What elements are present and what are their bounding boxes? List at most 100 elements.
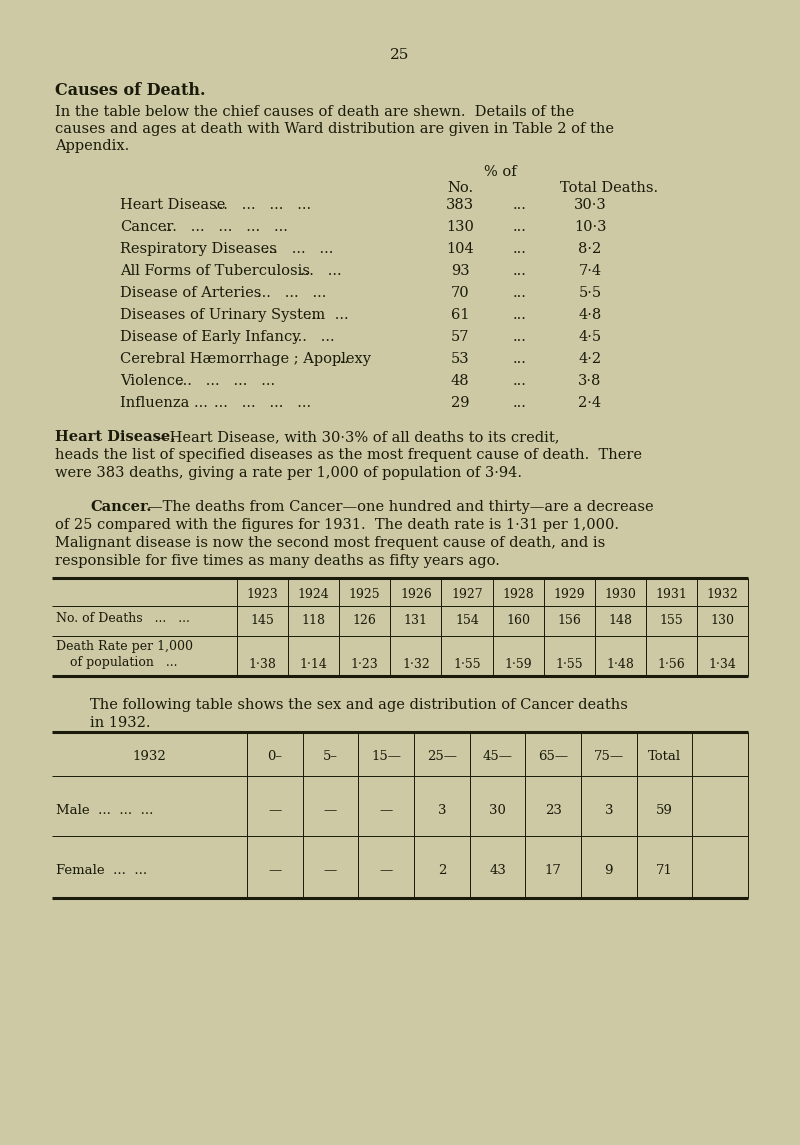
Text: 53: 53 — [450, 352, 470, 366]
Text: —: — — [379, 864, 393, 877]
Text: 23: 23 — [545, 804, 562, 818]
Text: —: — — [379, 804, 393, 818]
Text: 1929: 1929 — [554, 589, 585, 601]
Text: 1·34: 1·34 — [709, 658, 736, 671]
Text: ...   ...: ... ... — [300, 264, 342, 278]
Text: 25: 25 — [390, 48, 410, 62]
Text: 1930: 1930 — [604, 589, 636, 601]
Text: 4·8: 4·8 — [578, 308, 602, 322]
Text: 93: 93 — [450, 264, 470, 278]
Text: 10·3: 10·3 — [574, 220, 606, 234]
Text: ...: ... — [513, 220, 527, 234]
Text: 43: 43 — [489, 864, 506, 877]
Text: ...   ...   ...: ... ... ... — [257, 286, 326, 300]
Text: 5–: 5– — [323, 750, 338, 763]
Text: In the table below the chief causes of death are shewn.  Details of the: In the table below the chief causes of d… — [55, 105, 574, 119]
Text: 15—: 15— — [371, 750, 401, 763]
Text: Heart Disease.: Heart Disease. — [55, 431, 175, 444]
Text: 29: 29 — [450, 396, 470, 410]
Text: Cancer: Cancer — [120, 220, 174, 234]
Text: 1924: 1924 — [298, 589, 330, 601]
Text: 25—: 25— — [427, 750, 457, 763]
Text: 75—: 75— — [594, 750, 624, 763]
Text: ...: ... — [513, 396, 527, 410]
Text: of population   ...: of population ... — [70, 656, 178, 669]
Text: 71: 71 — [656, 864, 673, 877]
Text: 3: 3 — [438, 804, 446, 818]
Text: 154: 154 — [455, 614, 479, 627]
Text: ...   ...: ... ... — [293, 330, 334, 344]
Text: Malignant disease is now the second most frequent cause of death, and is: Malignant disease is now the second most… — [55, 536, 606, 550]
Text: 1923: 1923 — [246, 589, 278, 601]
Text: ...: ... — [513, 374, 527, 388]
Text: 17: 17 — [545, 864, 562, 877]
Text: 1·56: 1·56 — [658, 658, 686, 671]
Text: 2: 2 — [438, 864, 446, 877]
Text: responsible for five times as many deaths as fifty years ago.: responsible for five times as many death… — [55, 554, 500, 568]
Text: 1·23: 1·23 — [351, 658, 378, 671]
Text: 1932: 1932 — [133, 750, 166, 763]
Text: 155: 155 — [659, 614, 683, 627]
Text: No. of Deaths   ...   ...: No. of Deaths ... ... — [56, 611, 190, 625]
Text: ...: ... — [513, 308, 527, 322]
Text: 1·32: 1·32 — [402, 658, 430, 671]
Text: Disease of Arteries: Disease of Arteries — [120, 286, 262, 300]
Text: causes and ages at death with Ward distribution are given in Table 2 of the: causes and ages at death with Ward distr… — [55, 123, 614, 136]
Text: ...   ...   ...: ... ... ... — [264, 242, 334, 256]
Text: 160: 160 — [506, 614, 530, 627]
Text: in 1932.: in 1932. — [90, 716, 150, 731]
Text: ...: ... — [513, 286, 527, 300]
Text: All Forms of Tuberculosis: All Forms of Tuberculosis — [120, 264, 310, 278]
Text: 1·14: 1·14 — [300, 658, 327, 671]
Text: 9: 9 — [605, 864, 613, 877]
Text: 3: 3 — [605, 804, 613, 818]
Text: —The deaths from Cancer—one hundred and thirty—are a decrease: —The deaths from Cancer—one hundred and … — [148, 500, 654, 514]
Text: 1·59: 1·59 — [504, 658, 532, 671]
Text: ...   ...   ...   ...: ... ... ... ... — [178, 374, 274, 388]
Text: 1·48: 1·48 — [606, 658, 634, 671]
Text: 48: 48 — [450, 374, 470, 388]
Text: 3·8: 3·8 — [578, 374, 602, 388]
Text: 1·55: 1·55 — [453, 658, 481, 671]
Text: of 25 compared with the figures for 1931.  The death rate is 1·31 per 1,000.: of 25 compared with the figures for 1931… — [55, 518, 619, 532]
Text: ...: ... — [513, 198, 527, 212]
Text: —Heart Disease, with 30·3% of all deaths to its credit,: —Heart Disease, with 30·3% of all deaths… — [155, 431, 559, 444]
Text: 70: 70 — [450, 286, 470, 300]
Text: 1·38: 1·38 — [249, 658, 277, 671]
Text: 118: 118 — [302, 614, 326, 627]
Text: 57: 57 — [450, 330, 470, 344]
Text: Influenza ...: Influenza ... — [120, 396, 208, 410]
Text: 130: 130 — [710, 614, 734, 627]
Text: ...: ... — [513, 352, 527, 366]
Text: 65—: 65— — [538, 750, 568, 763]
Text: Heart Disease: Heart Disease — [120, 198, 226, 212]
Text: Violence: Violence — [120, 374, 184, 388]
Text: —: — — [324, 864, 337, 877]
Text: 30·3: 30·3 — [574, 198, 606, 212]
Text: The following table shows the sex and age distribution of Cancer deaths: The following table shows the sex and ag… — [90, 698, 628, 712]
Text: 104: 104 — [446, 242, 474, 256]
Text: 2·4: 2·4 — [578, 396, 602, 410]
Text: 7·4: 7·4 — [578, 264, 602, 278]
Text: 59: 59 — [656, 804, 673, 818]
Text: No.: No. — [447, 181, 473, 195]
Text: Cancer.: Cancer. — [90, 500, 151, 514]
Text: ...   ...   ...   ...   ...: ... ... ... ... ... — [163, 220, 288, 234]
Text: ...: ... — [513, 242, 527, 256]
Text: 130: 130 — [446, 220, 474, 234]
Text: 383: 383 — [446, 198, 474, 212]
Text: ...   ...   ...   ...: ... ... ... ... — [214, 396, 310, 410]
Text: % of: % of — [484, 165, 516, 179]
Text: 1932: 1932 — [706, 589, 738, 601]
Text: 45—: 45— — [482, 750, 513, 763]
Text: Diseases of Urinary System: Diseases of Urinary System — [120, 308, 326, 322]
Text: Female  ...  ...: Female ... ... — [56, 864, 147, 877]
Text: Male  ...  ...  ...: Male ... ... ... — [56, 804, 154, 818]
Text: 4·2: 4·2 — [578, 352, 602, 366]
Text: Disease of Early Infancy: Disease of Early Infancy — [120, 330, 301, 344]
Text: —: — — [268, 804, 282, 818]
Text: ...   ...: ... ... — [307, 308, 349, 322]
Text: ...: ... — [513, 330, 527, 344]
Text: ...: ... — [336, 352, 350, 366]
Text: 1925: 1925 — [349, 589, 381, 601]
